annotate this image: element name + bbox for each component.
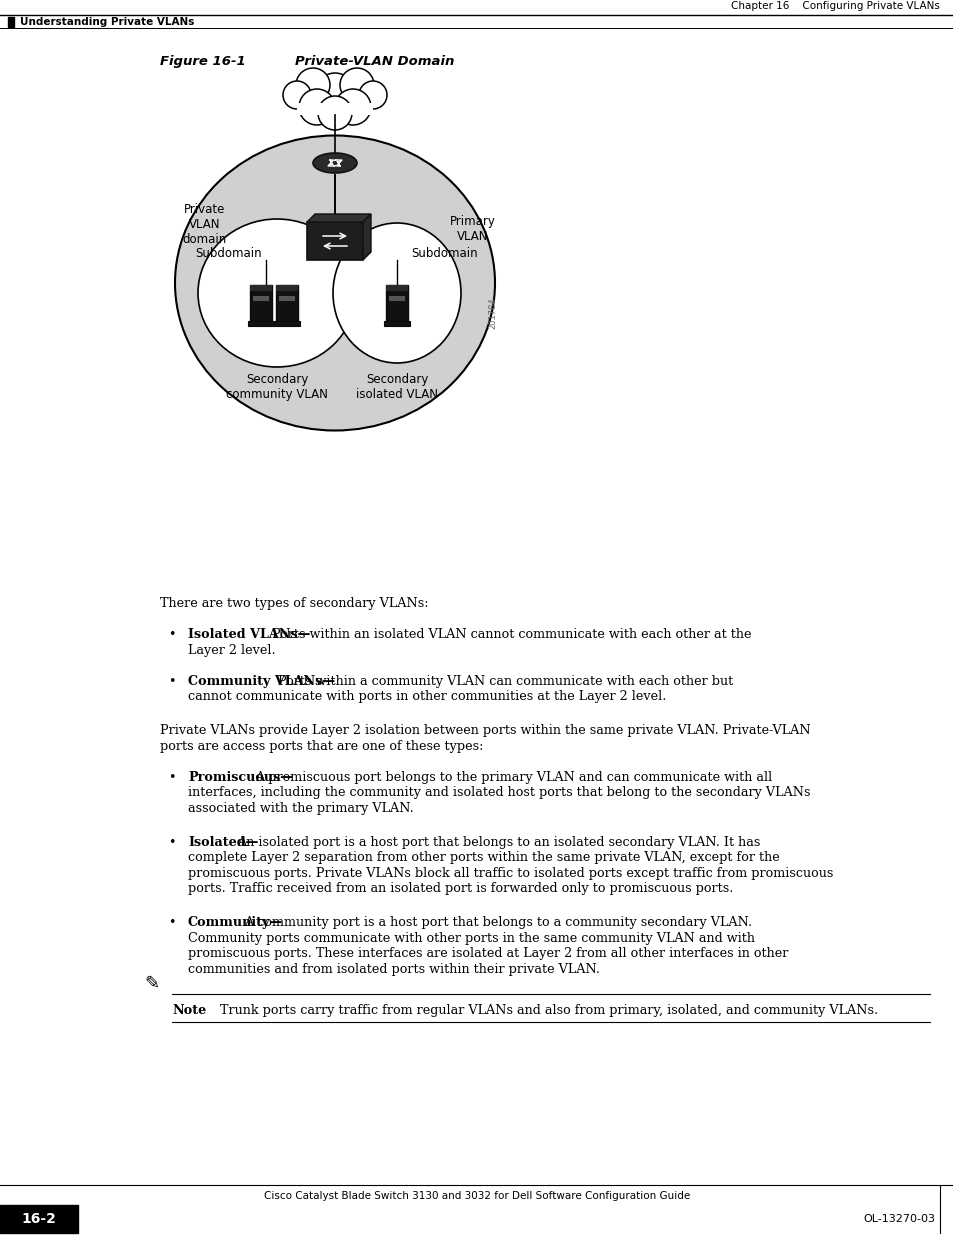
Text: •: •	[168, 771, 175, 783]
Circle shape	[314, 73, 355, 112]
Bar	[274, 321, 299, 326]
Text: interfaces, including the community and isolated host ports that belong to the s: interfaces, including the community and …	[188, 787, 810, 799]
Circle shape	[295, 68, 330, 103]
Bar	[386, 285, 408, 291]
Text: Subdomain: Subdomain	[412, 247, 477, 259]
Text: A promiscuous port belongs to the primary VLAN and can communicate with all: A promiscuous port belongs to the primar…	[255, 771, 772, 783]
Text: associated with the primary VLAN.: associated with the primary VLAN.	[188, 802, 414, 815]
Text: Trunk ports carry traffic from regular VLANs and also from primary, isolated, an: Trunk ports carry traffic from regular V…	[220, 1004, 877, 1016]
Text: A community port is a host port that belongs to a community secondary VLAN.: A community port is a host port that bel…	[244, 916, 751, 929]
Text: ports. Traffic received from an isolated port is forwarded only to promiscuous p: ports. Traffic received from an isolated…	[188, 882, 733, 895]
Bar	[250, 285, 272, 321]
Bar	[386, 285, 408, 321]
Circle shape	[283, 82, 311, 109]
Text: •: •	[168, 674, 175, 688]
Text: complete Layer 2 separation from other ports within the same private VLAN, excep: complete Layer 2 separation from other p…	[188, 851, 779, 864]
Text: Private
VLAN
domain: Private VLAN domain	[183, 203, 227, 246]
Circle shape	[335, 89, 371, 125]
Bar	[278, 296, 294, 301]
Text: Ports within a community VLAN can communicate with each other but: Ports within a community VLAN can commun…	[277, 674, 732, 688]
Text: Promiscuous—: Promiscuous—	[188, 771, 293, 783]
Text: promiscuous ports. These interfaces are isolated at Layer 2 from all other inter: promiscuous ports. These interfaces are …	[188, 947, 787, 961]
Text: Note: Note	[172, 1004, 206, 1016]
Text: Isolated—: Isolated—	[188, 836, 258, 848]
Ellipse shape	[333, 224, 460, 363]
Text: OL-13270-03: OL-13270-03	[862, 1214, 934, 1224]
Ellipse shape	[313, 153, 356, 173]
Text: Ports within an isolated VLAN cannot communicate with each other at the: Ports within an isolated VLAN cannot com…	[272, 629, 751, 641]
Text: ✎: ✎	[144, 974, 159, 993]
Text: ports are access ports that are one of these types:: ports are access ports that are one of t…	[160, 740, 483, 752]
Bar	[275, 285, 297, 291]
Polygon shape	[363, 214, 371, 261]
Text: Secondary
community VLAN: Secondary community VLAN	[226, 373, 328, 401]
Text: Chapter 16    Configuring Private VLANs: Chapter 16 Configuring Private VLANs	[730, 1, 939, 11]
Circle shape	[358, 82, 387, 109]
Bar	[307, 222, 363, 261]
Bar	[0, 1205, 78, 1233]
Bar	[275, 285, 297, 321]
Bar	[250, 285, 272, 291]
Ellipse shape	[174, 136, 495, 431]
Bar	[389, 296, 405, 301]
Text: communities and from isolated ports within their private VLAN.: communities and from isolated ports with…	[188, 963, 599, 976]
Text: 16-2: 16-2	[22, 1212, 56, 1226]
Polygon shape	[307, 214, 371, 222]
Circle shape	[298, 89, 335, 125]
Bar	[296, 103, 373, 115]
Text: Community—: Community—	[188, 916, 283, 929]
Bar	[384, 321, 410, 326]
Text: •: •	[168, 916, 175, 929]
Text: Subdomain: Subdomain	[195, 247, 262, 259]
Text: Community ports communicate with other ports in the same community VLAN and with: Community ports communicate with other p…	[188, 931, 754, 945]
Text: •: •	[168, 836, 175, 848]
Text: Cisco Catalyst Blade Switch 3130 and 3032 for Dell Software Configuration Guide: Cisco Catalyst Blade Switch 3130 and 303…	[264, 1191, 689, 1200]
Text: Community VLANs—: Community VLANs—	[188, 674, 335, 688]
Ellipse shape	[198, 219, 355, 367]
Text: Secondary
isolated VLAN: Secondary isolated VLAN	[355, 373, 437, 401]
Text: promiscuous ports. Private VLANs block all traffic to isolated ports except traf: promiscuous ports. Private VLANs block a…	[188, 867, 833, 879]
Circle shape	[339, 68, 374, 103]
Text: An isolated port is a host port that belongs to an isolated secondary VLAN. It h: An isolated port is a host port that bel…	[236, 836, 760, 848]
Text: Isolated VLANs—: Isolated VLANs—	[188, 629, 310, 641]
Text: 201784: 201784	[488, 298, 497, 329]
Bar	[248, 321, 274, 326]
Text: Private-VLAN Domain: Private-VLAN Domain	[294, 56, 454, 68]
Circle shape	[317, 96, 352, 130]
Bar	[8, 17, 14, 27]
Text: There are two types of secondary VLANs:: There are two types of secondary VLANs:	[160, 597, 428, 610]
Text: cannot communicate with ports in other communities at the Layer 2 level.: cannot communicate with ports in other c…	[188, 690, 666, 703]
Text: •: •	[168, 629, 175, 641]
Text: Layer 2 level.: Layer 2 level.	[188, 643, 275, 657]
Text: Figure 16-1: Figure 16-1	[160, 56, 246, 68]
Text: Private VLANs provide Layer 2 isolation between ports within the same private VL: Private VLANs provide Layer 2 isolation …	[160, 724, 810, 737]
Bar	[253, 296, 269, 301]
Text: Understanding Private VLANs: Understanding Private VLANs	[20, 17, 194, 27]
Text: Primary
VLAN: Primary VLAN	[450, 215, 496, 243]
